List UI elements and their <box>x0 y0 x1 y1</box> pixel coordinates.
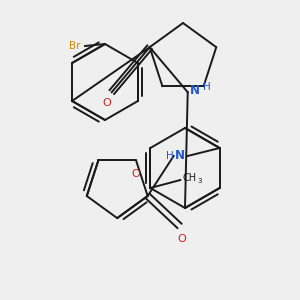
Text: H: H <box>166 151 174 161</box>
Text: N: N <box>190 84 200 97</box>
Text: O: O <box>102 98 111 108</box>
Text: H: H <box>203 82 211 92</box>
Text: 3: 3 <box>197 178 202 184</box>
Text: O: O <box>177 234 186 244</box>
Text: O: O <box>132 169 140 179</box>
Text: Br: Br <box>70 41 81 51</box>
Text: N: N <box>175 149 184 163</box>
Text: CH: CH <box>182 173 197 183</box>
